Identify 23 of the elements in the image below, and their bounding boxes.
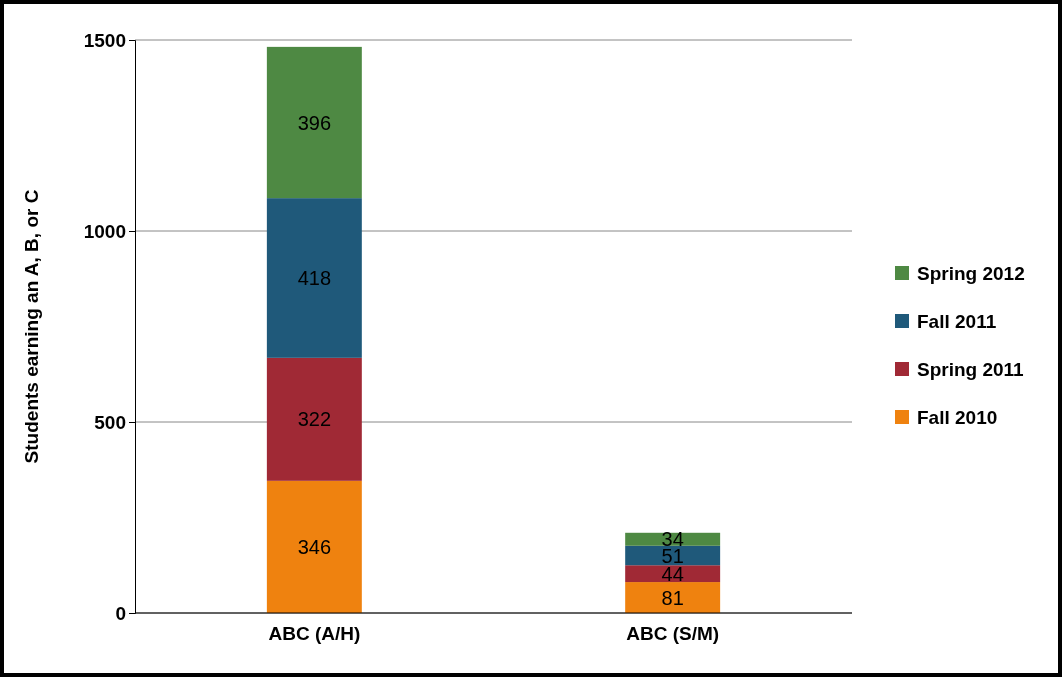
bar	[266, 357, 362, 481]
x-tick-label: ABC (A/H)	[268, 623, 361, 645]
y-tick-label: 1500	[83, 29, 126, 51]
bar	[266, 46, 362, 199]
legend-label: Spring 2012	[917, 262, 1025, 284]
legend-label: Fall 2010	[917, 406, 998, 428]
y-tick-label: 0	[115, 602, 126, 624]
bar	[266, 480, 362, 613]
bar	[266, 198, 362, 358]
data-label: 396	[297, 111, 332, 134]
data-label: 81	[661, 586, 684, 609]
bar	[625, 565, 721, 583]
x-tick-label: ABC (S/M)	[626, 623, 720, 645]
legend-label: Spring 2011	[917, 358, 1025, 380]
y-tick-label: 500	[94, 411, 126, 433]
data-label: 44	[661, 562, 684, 585]
y-tick-label: 1000	[83, 220, 126, 242]
data-label: 346	[297, 535, 332, 558]
data-label: 322	[297, 408, 332, 431]
y-axis-title: Students earning an A, B, or C	[21, 189, 42, 464]
legend-label: Fall 2011	[917, 310, 997, 332]
data-label: 418	[297, 266, 332, 289]
bar	[625, 582, 721, 613]
